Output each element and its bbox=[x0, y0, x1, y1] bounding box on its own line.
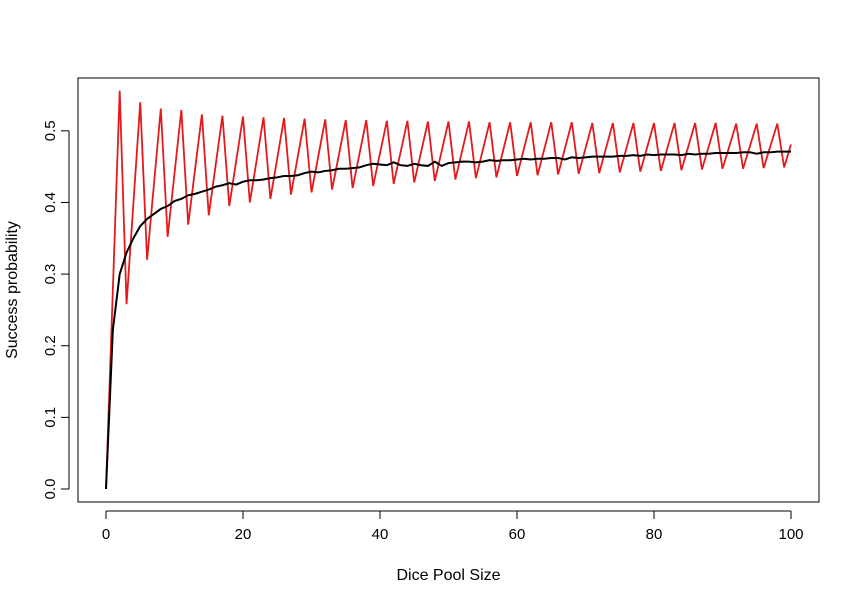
plot-area bbox=[77, 77, 820, 503]
series-line-black bbox=[105, 150, 791, 490]
x-tick-label: 20 bbox=[235, 526, 252, 543]
y-tick-label: 0.4 bbox=[42, 192, 59, 213]
y-tick-label: 0.1 bbox=[42, 407, 59, 428]
y-tick-label: 0.0 bbox=[42, 479, 59, 500]
x-tick-label: 0 bbox=[102, 526, 110, 543]
plot-frame bbox=[77, 77, 820, 503]
y-tick-label: 0.3 bbox=[42, 264, 59, 285]
y-axis-title: Success probability bbox=[4, 221, 21, 359]
series-layer bbox=[105, 90, 792, 490]
x-axis-title: Dice Pool Size bbox=[396, 567, 500, 584]
x-tick-label: 40 bbox=[372, 526, 389, 543]
y-axis: 0.0 0.1 0.2 0.3 0.4 0.5 bbox=[42, 120, 70, 500]
x-tick-label: 60 bbox=[509, 526, 526, 543]
x-axis: 0 20 40 60 80 100 bbox=[102, 510, 804, 543]
series-line-red bbox=[105, 90, 792, 490]
x-tick-label: 100 bbox=[778, 526, 803, 543]
y-tick-label: 0.2 bbox=[42, 335, 59, 356]
x-tick-label: 80 bbox=[646, 526, 663, 543]
y-tick-label: 0.5 bbox=[42, 120, 59, 141]
